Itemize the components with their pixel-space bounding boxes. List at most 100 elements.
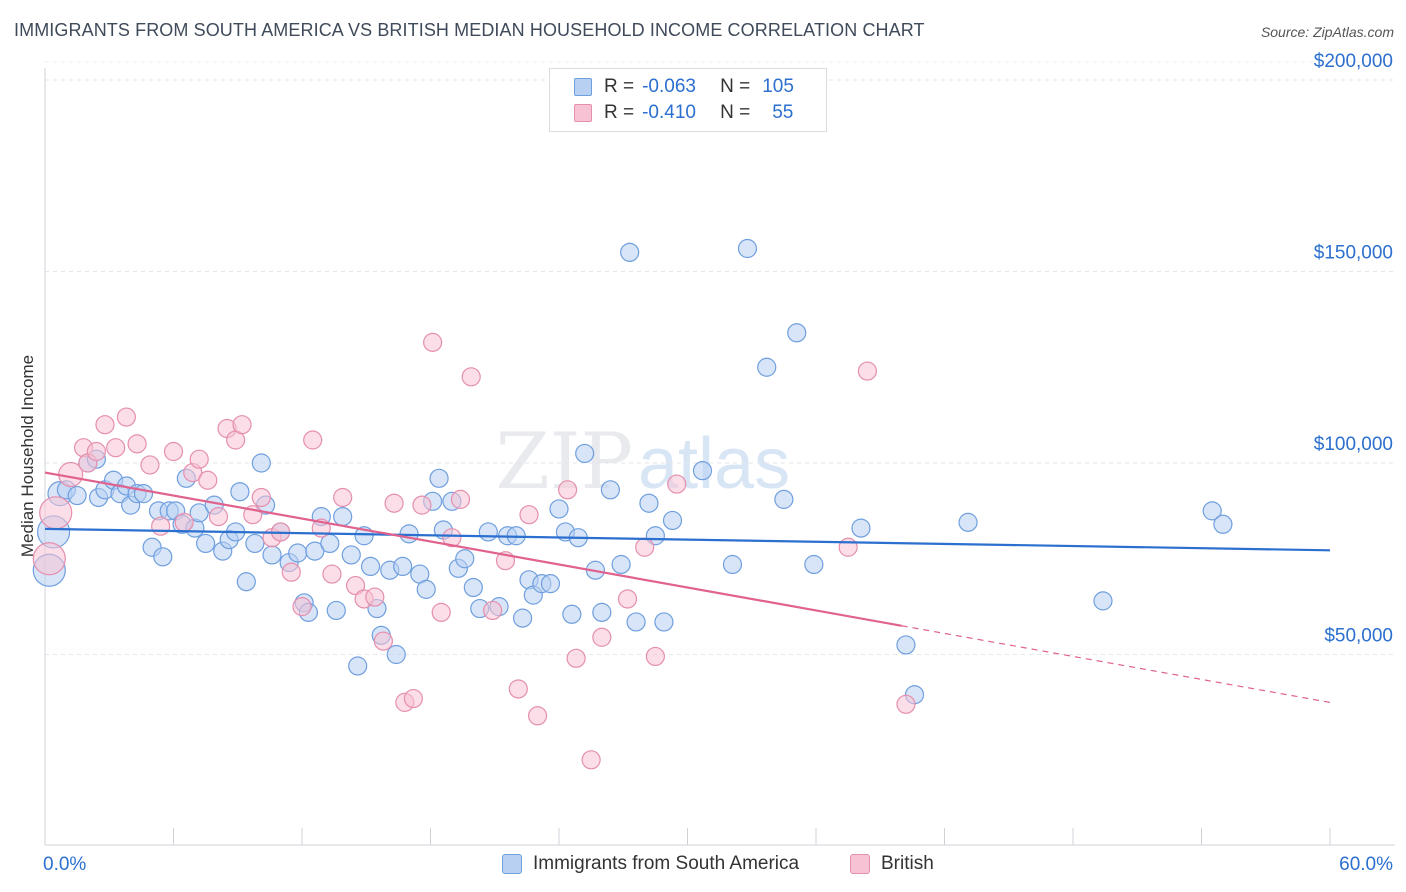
trend-lines — [44, 471, 1331, 703]
point-british — [151, 516, 171, 536]
legend-n-value: 55 — [772, 102, 794, 123]
point-immigrants — [416, 579, 436, 599]
point-immigrants — [245, 533, 265, 554]
point-immigrants — [600, 480, 621, 500]
point-immigrants — [722, 554, 743, 575]
point-immigrants — [774, 489, 794, 509]
point-british — [566, 648, 586, 668]
legend-n-label: N = — [720, 102, 751, 123]
point-british — [281, 562, 301, 582]
point-immigrants — [662, 510, 683, 531]
y-tick-label: $150,000 — [1314, 243, 1393, 264]
point-british — [508, 679, 528, 699]
point-immigrants — [692, 461, 713, 481]
point-british — [163, 441, 184, 462]
point-immigrants — [549, 499, 569, 519]
point-immigrants — [305, 541, 325, 561]
point-british — [617, 589, 638, 609]
axes — [44, 68, 1395, 846]
point-british — [174, 512, 194, 532]
point-immigrants — [386, 644, 406, 665]
x-tick-label: 60.0% — [1339, 854, 1393, 875]
point-immigrants — [1213, 514, 1233, 534]
point-immigrants — [592, 602, 612, 622]
legend-item-british: British — [850, 851, 934, 877]
x-tick-labels: 0.0% 60.0% — [43, 854, 1393, 875]
point-immigrants — [757, 357, 777, 377]
trend-line-british-extension — [901, 625, 1331, 703]
point-immigrants — [626, 612, 646, 632]
point-british — [581, 750, 601, 770]
legend-r-label: R = — [604, 102, 635, 123]
point-british — [483, 600, 503, 621]
point-british — [322, 564, 342, 584]
point-immigrants — [393, 556, 413, 577]
watermark-atlas: atlas — [638, 424, 790, 504]
point-british — [635, 537, 655, 557]
legend-swatch-pink — [850, 854, 870, 874]
point-british — [423, 332, 443, 352]
y-tick-label: $50,000 — [1324, 626, 1393, 647]
legend-swatch-blue — [502, 854, 522, 874]
point-british — [857, 361, 878, 381]
point-british — [365, 587, 385, 607]
point-british — [450, 489, 471, 509]
point-immigrants — [478, 522, 498, 542]
point-immigrants — [251, 453, 271, 473]
point-british — [403, 688, 423, 709]
point-british — [592, 627, 612, 647]
legend-n-value: 105 — [762, 76, 794, 97]
point-immigrants — [620, 242, 640, 262]
legend-r-value: -0.063 — [642, 76, 696, 97]
grid-lines — [45, 61, 1395, 655]
point-british — [333, 487, 353, 508]
point-british — [461, 367, 481, 387]
legend-row-immigrants: R = -0.063 N = 105 — [574, 75, 794, 99]
legend-row-british: R = -0.410 N = 55 — [574, 101, 793, 125]
point-immigrants — [896, 635, 916, 655]
point-immigrants — [288, 543, 308, 563]
point-british — [645, 646, 665, 667]
source-label: Source: ZipAtlas.com — [1260, 24, 1394, 40]
point-immigrants — [851, 518, 871, 538]
point-immigrants — [463, 577, 483, 598]
legend-item-immigrants: Immigrants from South America — [502, 851, 799, 877]
point-immigrants — [575, 443, 595, 464]
point-british — [292, 597, 312, 617]
point-british — [667, 474, 687, 494]
point-immigrants — [153, 547, 173, 567]
point-immigrants — [562, 604, 582, 624]
point-british — [345, 575, 366, 596]
point-immigrants — [737, 238, 758, 259]
watermark: ZIP atlas — [496, 417, 791, 507]
point-immigrants — [262, 545, 282, 565]
point-british — [373, 631, 393, 651]
point-immigrants — [230, 482, 250, 502]
point-immigrants — [1093, 591, 1113, 611]
point-immigrants — [429, 468, 449, 488]
point-british — [384, 493, 404, 513]
y-tick-labels: $50,000 $100,000 $150,000 $200,000 — [1314, 51, 1393, 647]
x-tick-label: 0.0% — [43, 854, 86, 875]
legend-n-label: N = — [720, 76, 751, 97]
point-immigrants — [133, 484, 154, 504]
point-british — [116, 407, 136, 427]
point-immigrants — [236, 572, 256, 592]
point-british — [431, 602, 451, 622]
y-tick-label: $100,000 — [1314, 434, 1393, 455]
legend-label: British — [881, 853, 934, 874]
point-british — [251, 487, 271, 508]
point-immigrants — [348, 656, 368, 676]
y-tick-label: $200,000 — [1314, 51, 1393, 72]
legend-label: Immigrants from South America — [533, 853, 800, 874]
point-british — [127, 434, 147, 454]
point-british — [95, 415, 115, 435]
point-british — [442, 528, 462, 548]
point-british — [189, 449, 209, 469]
point-british — [232, 415, 252, 435]
point-immigrants — [639, 493, 659, 513]
point-immigrants — [958, 512, 978, 532]
point-immigrants — [326, 600, 346, 621]
point-british — [106, 438, 126, 458]
point-immigrants — [804, 554, 824, 575]
